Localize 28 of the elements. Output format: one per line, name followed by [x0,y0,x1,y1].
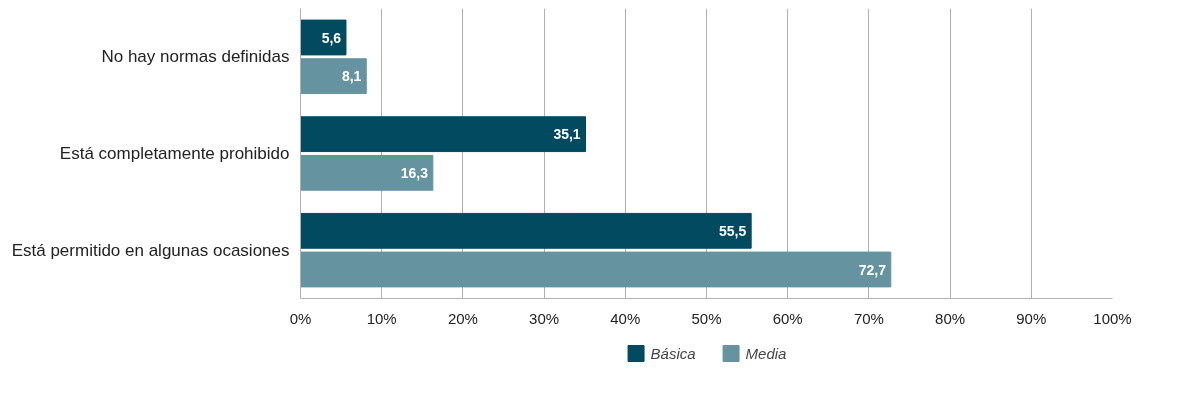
y-tick-label: No hay normas definidas [101,47,290,67]
x-tick-label: 50% [691,309,722,327]
bar [300,154,434,191]
bar [300,19,347,56]
bar [300,116,587,153]
y-tick-label: Está completamente prohibido [59,144,290,163]
bar [300,58,367,95]
bar [300,251,892,288]
data-label: 55,5 [719,222,747,239]
legend-label: Media [745,344,787,362]
x-tick-label: 90% [1016,309,1047,327]
x-tick-label: 0% [289,309,312,327]
data-label: 35,1 [553,126,581,143]
data-label: 16,3 [400,164,429,181]
data-label: 5,6 [321,29,342,46]
x-tick-label: 60% [772,309,803,327]
data-label: 72,7 [858,261,887,278]
bar [300,212,752,249]
x-tick-label: 100% [1093,309,1132,327]
data-label: 8,1 [341,68,362,85]
x-tick-label: 10% [366,309,397,327]
x-tick-label: 70% [853,309,884,327]
x-tick-label: 30% [529,309,560,327]
x-tick-label: 40% [610,309,641,327]
x-tick-label: 80% [935,309,966,327]
y-tick-label: Está permitido en algunas ocasiones [11,240,290,260]
x-tick-label: 20% [447,309,478,327]
legend-label: Básica [650,344,696,362]
